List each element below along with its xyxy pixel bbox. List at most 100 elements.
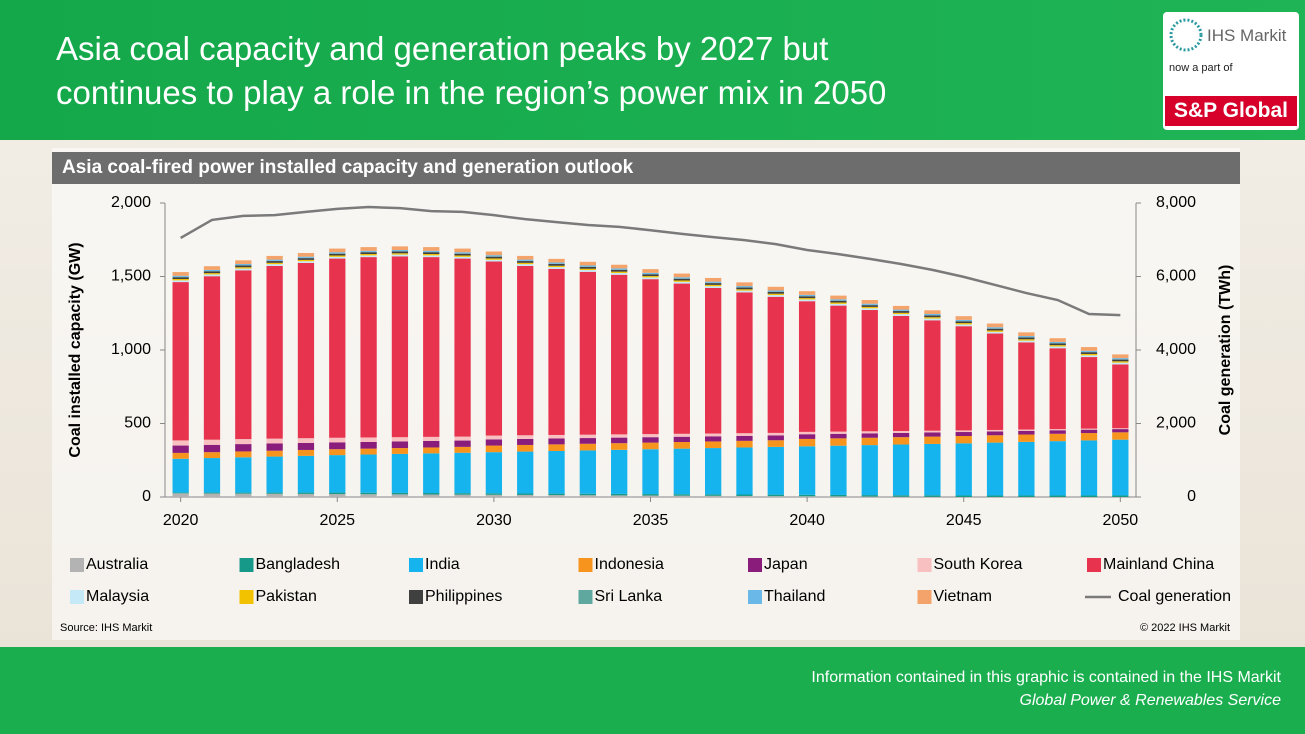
bar-segment <box>924 310 941 314</box>
bar-segment <box>892 430 910 433</box>
bar-segment <box>579 495 596 497</box>
bar-segment <box>1018 441 1035 496</box>
bar-segment <box>705 277 722 282</box>
bar-segment <box>454 258 471 437</box>
bar-segment <box>579 266 596 269</box>
bar-segment <box>955 435 972 444</box>
bar-segment <box>642 442 659 450</box>
bar-segment <box>454 436 471 441</box>
bar-segment <box>986 328 1004 331</box>
bar-segment <box>485 439 503 446</box>
bar-segment <box>673 277 690 279</box>
bar-segment <box>203 458 221 493</box>
bar-segment <box>955 324 972 327</box>
bar-segment <box>485 256 503 259</box>
y-axis-label: Coal installed capacity (GW) <box>67 242 84 457</box>
bar-segment <box>1112 354 1129 359</box>
bar-segment <box>767 291 784 294</box>
bar-segment <box>767 496 784 497</box>
bar-segment <box>579 450 596 494</box>
y2-tick-label: 8,000 <box>1156 194 1196 211</box>
bar-segment <box>861 433 878 438</box>
bar-segment <box>1112 364 1129 429</box>
bar-segment <box>798 446 816 495</box>
bar-segment <box>517 451 534 494</box>
bar-segment <box>517 438 534 445</box>
bar-segment <box>705 284 722 287</box>
bar-segment <box>986 323 1004 328</box>
bar-segment <box>642 279 659 435</box>
bar-segment <box>423 436 440 441</box>
bar-segment <box>579 261 596 266</box>
bar-segment <box>203 271 221 274</box>
bar-segment <box>266 438 283 444</box>
bar-segment <box>297 259 315 262</box>
bar-segment <box>1049 441 1066 496</box>
bar-segment <box>673 278 690 281</box>
legend-swatch <box>409 590 423 604</box>
bar-segment <box>1049 345 1066 347</box>
bar-segment <box>360 257 377 438</box>
bar-segment <box>360 255 377 258</box>
bar-segment <box>266 493 283 497</box>
bar-segment <box>172 493 189 497</box>
bar-segment <box>736 435 753 441</box>
y-tick-label: 0 <box>142 488 151 505</box>
bar-segment <box>955 323 972 325</box>
bar-segment <box>360 448 377 455</box>
bar-segment <box>423 453 440 494</box>
title-line: Asia coal capacity and generation peaks … <box>56 30 829 67</box>
bar-segment <box>924 315 941 318</box>
bar-segment <box>360 254 377 256</box>
bar-segment <box>892 309 910 311</box>
bar-segment <box>485 494 503 497</box>
bar-segment <box>548 493 565 496</box>
bar-segment <box>736 286 753 288</box>
bar-segment <box>642 277 659 280</box>
bar-segment <box>360 492 377 495</box>
x-tick-label: 2050 <box>1103 512 1139 529</box>
bar-segment <box>861 303 878 305</box>
bar-segment <box>297 492 315 494</box>
bar-segment <box>391 256 409 438</box>
bar-segment <box>423 257 440 437</box>
bar-segment <box>297 256 315 258</box>
bar-segment <box>1112 432 1129 440</box>
bar-segment <box>924 320 941 431</box>
y2-tick-label: 2,000 <box>1156 415 1196 432</box>
bar-segment <box>1018 339 1035 341</box>
bar-segment <box>861 306 878 309</box>
bar-segment <box>1080 440 1098 496</box>
bar-segment <box>266 262 283 265</box>
bar-segment <box>517 494 534 497</box>
bar-segment <box>892 437 910 445</box>
bar-segment <box>705 441 722 449</box>
footer-line: Information contained in this graphic is… <box>811 669 1281 686</box>
bar-segment <box>423 493 440 495</box>
bar-segment <box>1112 495 1129 497</box>
legend-swatch <box>748 590 762 604</box>
bar-segment <box>705 283 722 285</box>
legend-swatch <box>917 558 932 572</box>
bar-segment <box>611 434 628 438</box>
bar-segment <box>955 319 972 322</box>
bar-segment <box>1018 434 1035 442</box>
bar-segment <box>360 247 377 251</box>
bar-segment <box>391 453 409 493</box>
bar-segment <box>423 247 440 251</box>
bar-segment <box>705 286 722 288</box>
bar-segment <box>579 438 596 444</box>
bar-segment <box>611 268 628 270</box>
bar-segment <box>172 458 189 493</box>
bar-segment <box>266 450 283 457</box>
bar-segment <box>517 264 534 266</box>
x-tick-label: 2025 <box>319 512 355 529</box>
legend-label: Japan <box>764 556 808 573</box>
bar-segment <box>485 493 503 495</box>
legend-label: Pakistan <box>256 588 317 605</box>
bar-segment <box>986 333 1004 430</box>
bar-segment <box>1080 347 1098 351</box>
bar-segment <box>235 457 252 493</box>
bar-segment <box>798 438 816 447</box>
header: Asia coal capacity and generation peaks … <box>0 0 1305 140</box>
